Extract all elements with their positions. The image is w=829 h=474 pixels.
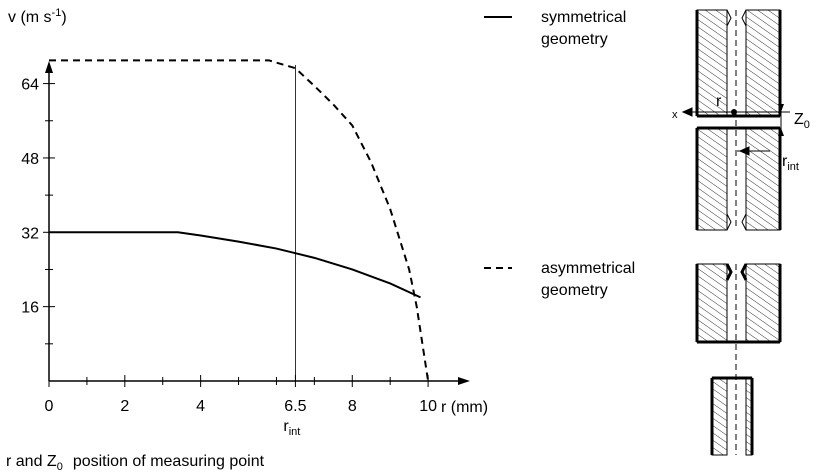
legend-label: asymmetrical (541, 260, 635, 277)
rint-label: rint (283, 418, 300, 438)
geometry-diagrams (681, 9, 790, 456)
symmetric-diagram (681, 9, 790, 231)
y-arrow (45, 61, 53, 73)
x-tick-label: 8 (348, 398, 357, 415)
diagram-r: r (716, 93, 722, 110)
legend-label: symmetrical (541, 9, 626, 26)
x-tick-label: 4 (196, 398, 205, 415)
diagram-z0: Z0 (794, 111, 810, 131)
x-tick-label: 0 (45, 398, 54, 415)
x-axis-label: r (mm) (441, 399, 488, 416)
diagram-rint: rint (782, 153, 799, 173)
series-line (49, 59, 430, 382)
rint-sub: int (289, 426, 301, 438)
footer: r and Z0 position of measuring point (6, 453, 265, 473)
asymmetric-diagram (695, 263, 782, 456)
y-axis-label: v (m s-1) (8, 7, 67, 26)
x-tick-label: 10 (419, 398, 437, 415)
x-tick-label: 2 (120, 398, 129, 415)
x-tick-label: 6.5 (284, 398, 306, 415)
y-tick-label: 64 (21, 77, 39, 94)
y-tick-label: 32 (21, 225, 39, 242)
x-arrow (458, 377, 470, 385)
y-tick-label: 16 (21, 300, 39, 317)
y-tick-label: 48 (21, 151, 39, 168)
legend-label: geometry (541, 282, 608, 299)
rint-r: r (283, 418, 289, 435)
series-line (49, 231, 421, 299)
diagram-x: x (672, 109, 678, 121)
legend-label: geometry (541, 31, 608, 48)
